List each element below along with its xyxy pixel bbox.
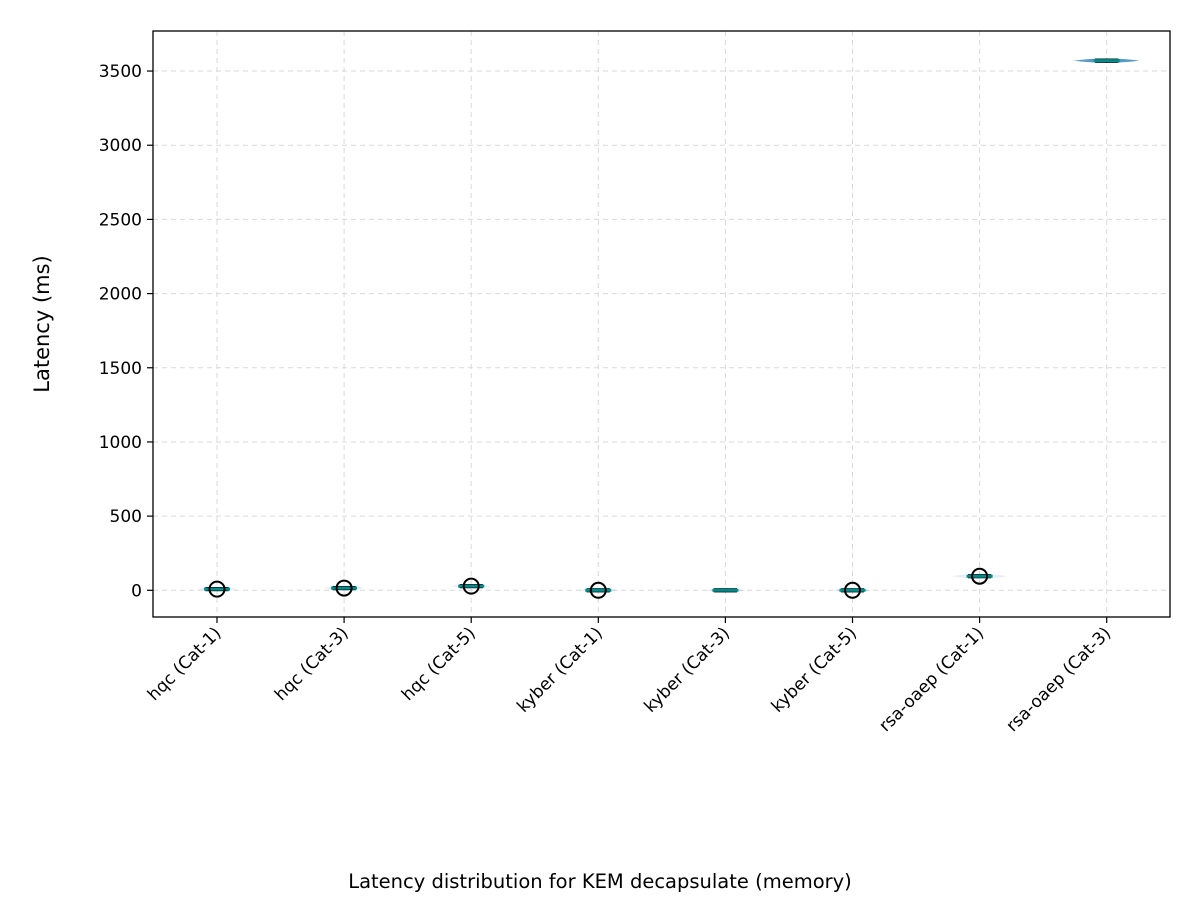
y-tick-label: 3000 — [99, 136, 142, 156]
outlier-marker — [844, 581, 861, 599]
violin-group — [578, 581, 619, 599]
outlier-marker — [971, 567, 989, 585]
y-tick-label: 500 — [110, 507, 142, 527]
y-tick-label: 2000 — [99, 285, 142, 305]
violin-group — [951, 567, 1008, 585]
violin-group — [451, 577, 492, 595]
chart-caption: Latency distribution for KEM decapsulate… — [348, 870, 852, 893]
y-tick-label: 0 — [131, 581, 142, 601]
violin-group — [324, 579, 365, 597]
plot-frame — [152, 30, 1171, 618]
violin-group — [1073, 58, 1140, 63]
violin-group — [197, 580, 237, 598]
y-axis-title: Latency (ms) — [30, 255, 54, 392]
y-tick-label: 3500 — [99, 62, 142, 82]
y-tick-label: 1500 — [99, 359, 142, 379]
violins — [197, 58, 1140, 599]
outlier-marker — [335, 579, 353, 597]
y-tick-label: 1000 — [99, 433, 142, 453]
y-axis-ticks: 0 500 1000 1500 2000 2500 3000 3500 — [99, 62, 153, 601]
violin-group — [705, 588, 746, 593]
grid-lines — [153, 31, 1170, 617]
outlier-marker — [208, 580, 226, 598]
y-tick-label: 2500 — [99, 210, 142, 230]
violin-group — [832, 581, 873, 599]
outlier-marker — [589, 581, 607, 599]
outlier-marker — [462, 577, 480, 595]
